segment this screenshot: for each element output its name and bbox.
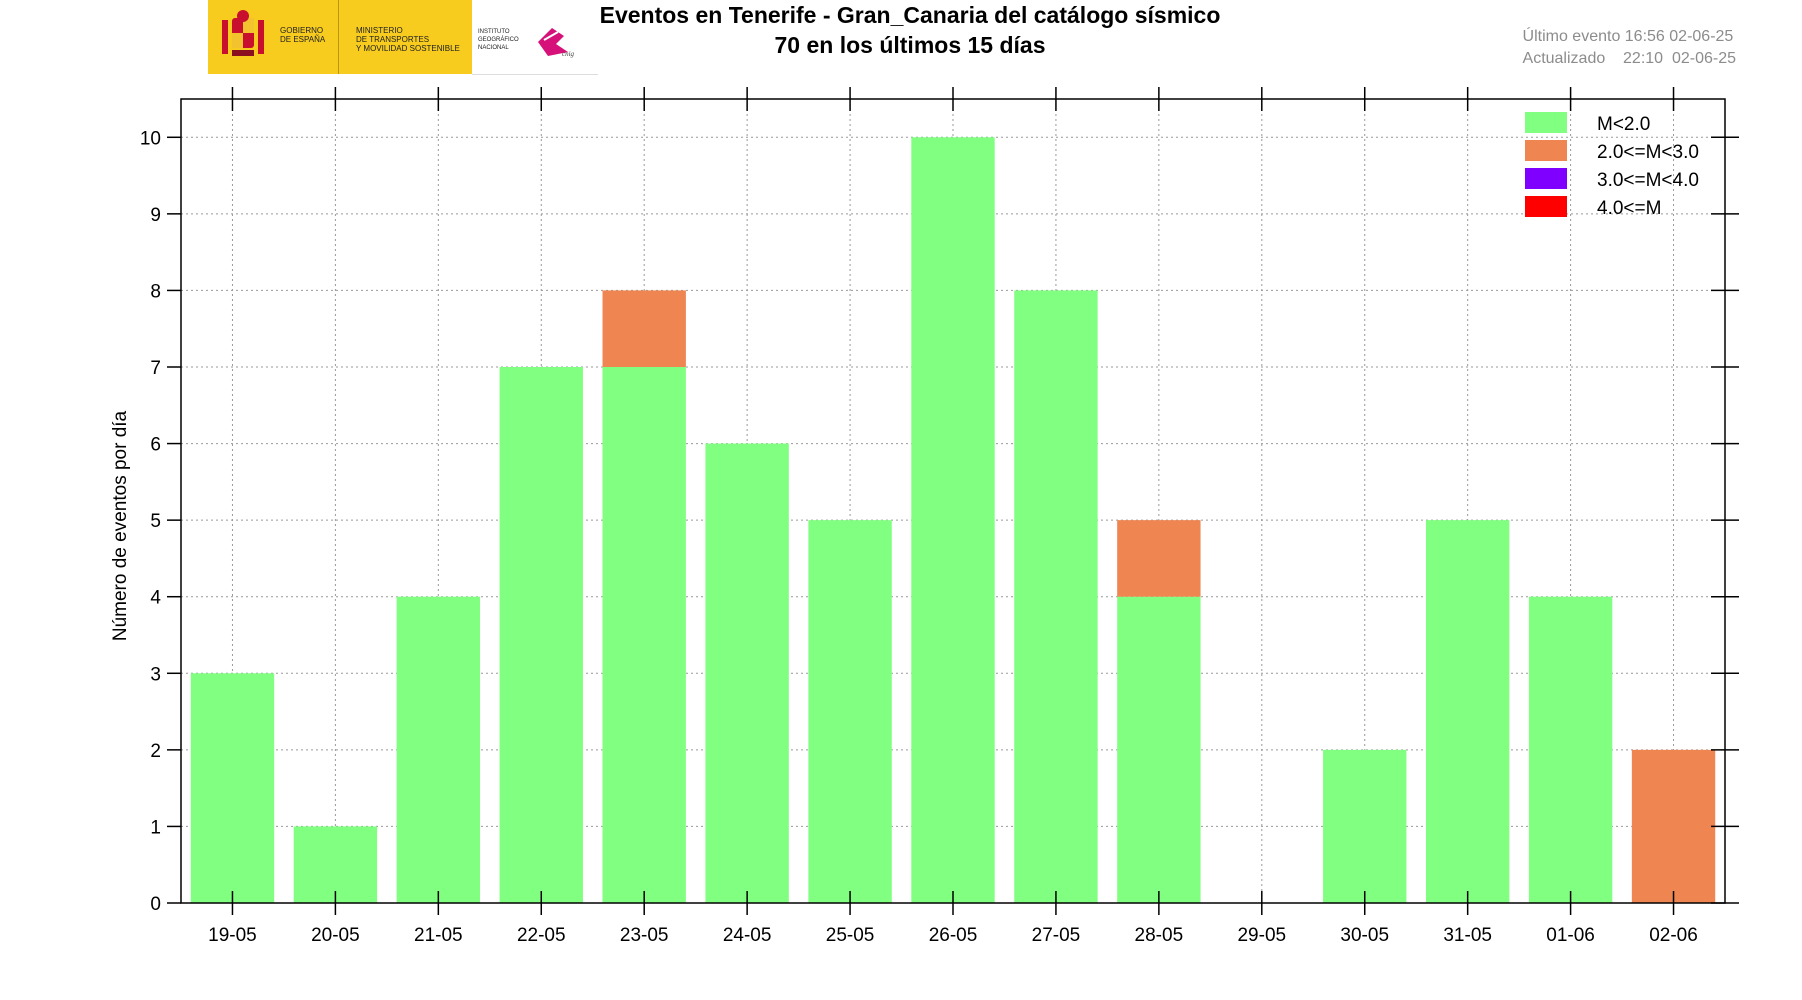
ministry-text-line: DE TRANSPORTES <box>356 35 430 44</box>
legend-swatch <box>1525 196 1567 217</box>
update-info: Último evento 16:56 02-06-25 Actualizado… <box>1523 26 1736 70</box>
y-tick-label: 10 <box>140 128 161 149</box>
coat-of-arms-icon <box>222 10 264 56</box>
x-tick-label: 02-06 <box>1649 925 1698 946</box>
y-tick-label: 9 <box>150 205 161 226</box>
x-tick-label: 25-05 <box>826 925 875 946</box>
x-tick-label: 28-05 <box>1135 925 1184 946</box>
bar-segment <box>1631 749 1716 903</box>
ministry-text-line: MINISTERIO <box>356 26 403 35</box>
bar-segment <box>293 826 378 903</box>
logo-band: GOBIERNO DE ESPAÑA MINISTERIO DE TRANSPO… <box>208 0 598 75</box>
y-tick-label: 7 <box>150 358 161 379</box>
bar-segment <box>1014 290 1098 903</box>
y-axis-label: Número de eventos por día <box>110 410 131 641</box>
bar-segment <box>1323 749 1407 903</box>
x-tick-label: 22-05 <box>517 925 566 946</box>
legend-label: 2.0<=M<3.0 <box>1597 142 1699 163</box>
bar-segment <box>1425 520 1510 903</box>
x-tick-label: 30-05 <box>1340 925 1389 946</box>
y-tick-label: 3 <box>150 664 161 685</box>
gov-text-line: GOBIERNO <box>280 26 324 35</box>
bar-segment <box>602 367 686 903</box>
bar-segment <box>1117 520 1201 597</box>
x-tick-label: 24-05 <box>723 925 772 946</box>
x-tick-label: 29-05 <box>1237 925 1286 946</box>
legend-swatch <box>1525 140 1567 161</box>
y-tick-label: 5 <box>150 511 161 532</box>
bar-segment <box>396 596 481 903</box>
y-tick-label: 6 <box>150 435 161 456</box>
title-line-2: 70 en los últimos 15 días <box>774 32 1046 58</box>
bar-segment <box>911 137 995 904</box>
bars <box>190 137 1716 904</box>
ministry-logo-text: MINISTERIO DE TRANSPORTES Y MOVILIDAD SO… <box>356 26 460 53</box>
ign-mark-text: cnig <box>562 50 575 58</box>
gov-logo-text: GOBIERNO DE ESPAÑA <box>280 26 325 44</box>
title-line-1: Eventos en Tenerife - Gran_Canaria del c… <box>599 2 1221 28</box>
x-tick-label: 19-05 <box>208 925 257 946</box>
logo-divider <box>338 0 339 74</box>
bar-segment <box>705 443 789 903</box>
last-event-text: Último evento 16:56 02-06-25 <box>1522 28 1734 45</box>
ign-text-line: INSTITUTO <box>478 29 510 35</box>
y-tick-label: 8 <box>150 281 161 302</box>
bar-segment <box>190 673 275 903</box>
y-tick-label: 2 <box>150 741 161 762</box>
ign-logo-text: INSTITUTO GEOGRÁFICO NACIONAL <box>478 28 519 52</box>
x-tick-label: 01-06 <box>1546 925 1595 946</box>
legend-label: 4.0<=M <box>1597 198 1661 219</box>
ign-logo: INSTITUTO GEOGRÁFICO NACIONAL cnig <box>472 0 598 75</box>
x-tick-label: 26-05 <box>929 925 978 946</box>
bar-segment <box>1528 596 1613 903</box>
axes: 0 1 2 3 4 5 6 7 8 9 10 19-05 20-05 21-05 22-05 23-05 24-… <box>140 87 1739 946</box>
chart-header-title: Eventos en Tenerife - Gran_Canaria del c… <box>560 0 1260 60</box>
bar-segment <box>602 290 686 367</box>
y-tick-label: 4 <box>150 588 161 609</box>
ign-text-line: GEOGRÁFICO <box>478 37 519 43</box>
legend: M<2.0 2.0<=M<3.0 3.0<=M<4.0 4.0<=M <box>1525 112 1699 219</box>
legend-swatch <box>1525 112 1567 133</box>
gov-text-line: DE ESPAÑA <box>280 35 326 44</box>
ign-emblem-icon: cnig <box>538 28 575 58</box>
legend-label: M<2.0 <box>1597 114 1650 135</box>
bar-segment <box>1117 596 1201 903</box>
ign-text-line: NACIONAL <box>478 45 509 51</box>
legend-swatch <box>1525 168 1567 189</box>
x-tick-label: 27-05 <box>1032 925 1081 946</box>
x-tick-label: 31-05 <box>1443 925 1492 946</box>
bar-segment <box>808 520 892 903</box>
updated-text: Actualizado 22:10 02-06-25 <box>1522 50 1736 67</box>
x-tick-label: 21-05 <box>414 925 463 946</box>
ministry-text-line: Y MOVILIDAD SOSTENIBLE <box>356 44 460 53</box>
y-tick-label: 1 <box>150 817 161 838</box>
x-tick-label: 23-05 <box>620 925 669 946</box>
bar-segment <box>499 367 583 903</box>
y-tick-label: 0 <box>150 894 161 915</box>
x-tick-label: 20-05 <box>311 925 360 946</box>
government-logo: GOBIERNO DE ESPAÑA MINISTERIO DE TRANSPO… <box>208 0 472 74</box>
legend-label: 3.0<=M<4.0 <box>1597 170 1699 191</box>
